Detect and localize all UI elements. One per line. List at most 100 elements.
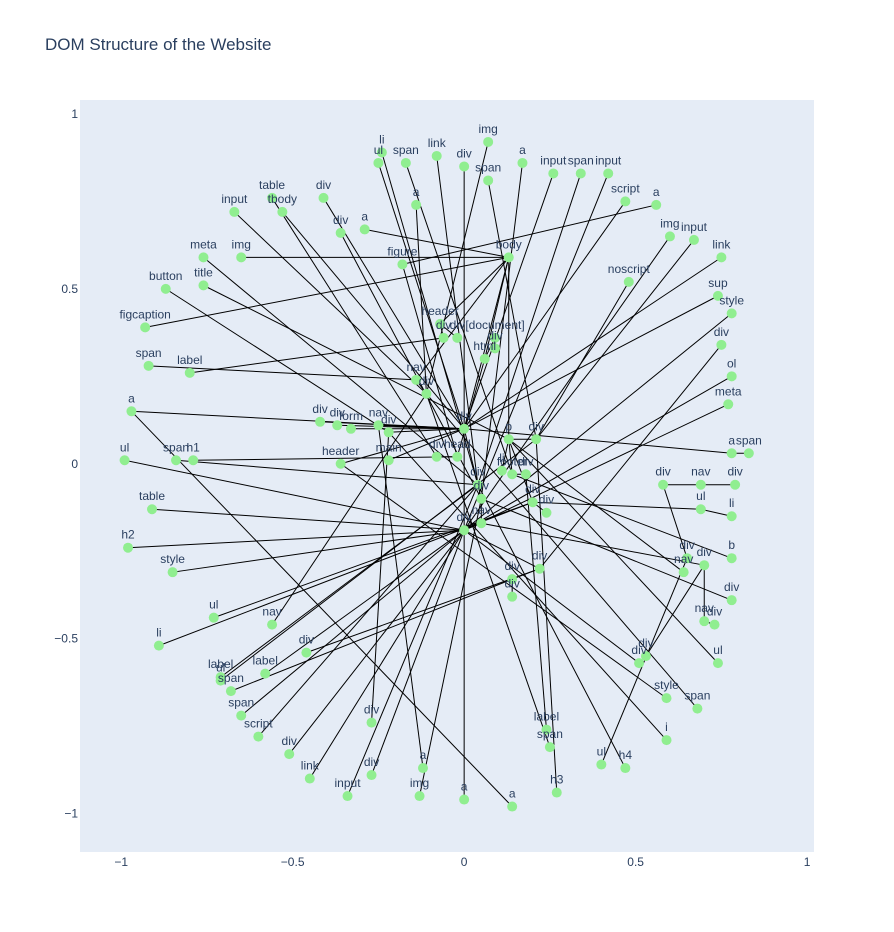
edge bbox=[511, 473, 732, 559]
node-label: script bbox=[611, 181, 640, 195]
node-marker bbox=[726, 308, 737, 319]
node-label: div bbox=[679, 538, 694, 552]
node-marker bbox=[503, 434, 514, 445]
node-label: li bbox=[156, 626, 161, 640]
node-marker bbox=[373, 420, 384, 431]
node-marker bbox=[688, 234, 699, 245]
node-marker bbox=[253, 731, 264, 742]
edge bbox=[535, 239, 695, 440]
node-label: link bbox=[712, 237, 731, 251]
edge bbox=[145, 256, 509, 328]
node-marker bbox=[438, 332, 449, 343]
node-label: h1 bbox=[187, 440, 201, 454]
node-label: li bbox=[729, 496, 734, 510]
node-marker bbox=[520, 469, 531, 480]
node-label: a bbox=[361, 209, 368, 223]
node-marker bbox=[682, 553, 693, 564]
edge bbox=[165, 288, 389, 433]
node-marker bbox=[366, 770, 377, 781]
node-marker bbox=[167, 567, 178, 578]
node-marker bbox=[284, 749, 295, 760]
node-label: div bbox=[316, 178, 331, 192]
node-label: nav bbox=[691, 465, 710, 479]
node-marker bbox=[527, 497, 538, 508]
node-label: ul bbox=[597, 745, 606, 759]
node-label: style bbox=[160, 552, 185, 566]
node-label: div bbox=[539, 493, 554, 507]
node-marker bbox=[726, 553, 737, 564]
node-label: a bbox=[413, 185, 420, 199]
node-label: body bbox=[496, 237, 522, 251]
node-marker bbox=[400, 157, 411, 168]
node-label: li bbox=[499, 451, 504, 465]
node-marker bbox=[716, 252, 727, 263]
node-label: title bbox=[194, 265, 213, 279]
y-tick-label: 0 bbox=[71, 457, 78, 471]
node-label: main bbox=[376, 440, 402, 454]
node-label: img bbox=[660, 216, 679, 230]
node-label: ul bbox=[209, 598, 218, 612]
edge bbox=[172, 529, 465, 573]
x-tick-label: 1 bbox=[804, 855, 811, 869]
node-label: label bbox=[534, 710, 559, 724]
edge bbox=[464, 428, 732, 454]
node-label: div bbox=[364, 703, 379, 717]
node-label: i bbox=[665, 720, 668, 734]
node-label: html bbox=[473, 339, 496, 353]
node-label: a bbox=[420, 748, 427, 762]
node-marker bbox=[119, 455, 130, 466]
y-tick-label: 0.5 bbox=[61, 282, 78, 296]
node-label: nav bbox=[406, 360, 425, 374]
node-marker bbox=[383, 455, 394, 466]
node-label: div bbox=[312, 402, 327, 416]
edge bbox=[508, 439, 513, 475]
y-tick-label: 1 bbox=[71, 107, 78, 121]
node-marker bbox=[332, 420, 343, 431]
node-marker bbox=[507, 469, 518, 480]
node-label: div bbox=[436, 318, 451, 332]
node-marker bbox=[431, 150, 442, 161]
node-label: input bbox=[221, 192, 248, 206]
y-axis: −1 −0.5 0 0.5 1 bbox=[54, 107, 78, 821]
node-marker bbox=[414, 791, 425, 802]
edge bbox=[340, 463, 667, 699]
edge bbox=[535, 439, 558, 793]
x-axis: −1 −0.5 0 0.5 1 bbox=[114, 855, 810, 869]
node-label: ol bbox=[727, 356, 736, 370]
node-marker bbox=[658, 479, 669, 490]
node-label: div bbox=[364, 755, 379, 769]
node-label: div bbox=[655, 465, 670, 479]
edge bbox=[203, 284, 509, 440]
node-marker bbox=[664, 231, 675, 242]
edge bbox=[371, 530, 465, 776]
node-label: div bbox=[525, 482, 540, 496]
edge bbox=[388, 431, 667, 741]
node-label: sup bbox=[708, 276, 728, 290]
node-label: style bbox=[654, 678, 679, 692]
node-marker bbox=[215, 672, 226, 683]
node-marker bbox=[695, 504, 706, 515]
node-marker bbox=[459, 525, 470, 536]
edge bbox=[405, 162, 513, 475]
node-label: div bbox=[529, 419, 544, 433]
x-tick-label: 0.5 bbox=[627, 855, 644, 869]
node-marker bbox=[277, 206, 288, 217]
node-marker bbox=[699, 560, 710, 571]
node-label: input bbox=[595, 153, 622, 167]
node-label: div bbox=[299, 633, 314, 647]
node-marker bbox=[225, 686, 236, 697]
node-marker bbox=[730, 479, 741, 490]
edge bbox=[415, 257, 510, 381]
node-marker bbox=[596, 759, 607, 770]
node-label: div bbox=[429, 437, 444, 451]
node-marker bbox=[459, 794, 470, 805]
node-label: span bbox=[163, 440, 189, 454]
node-marker bbox=[726, 511, 737, 522]
edge bbox=[264, 529, 465, 675]
edge bbox=[487, 180, 537, 440]
node-marker bbox=[678, 567, 689, 578]
node-label: input bbox=[540, 153, 567, 167]
edge bbox=[645, 564, 705, 657]
node-marker bbox=[712, 290, 723, 301]
node-label: ul bbox=[713, 643, 722, 657]
